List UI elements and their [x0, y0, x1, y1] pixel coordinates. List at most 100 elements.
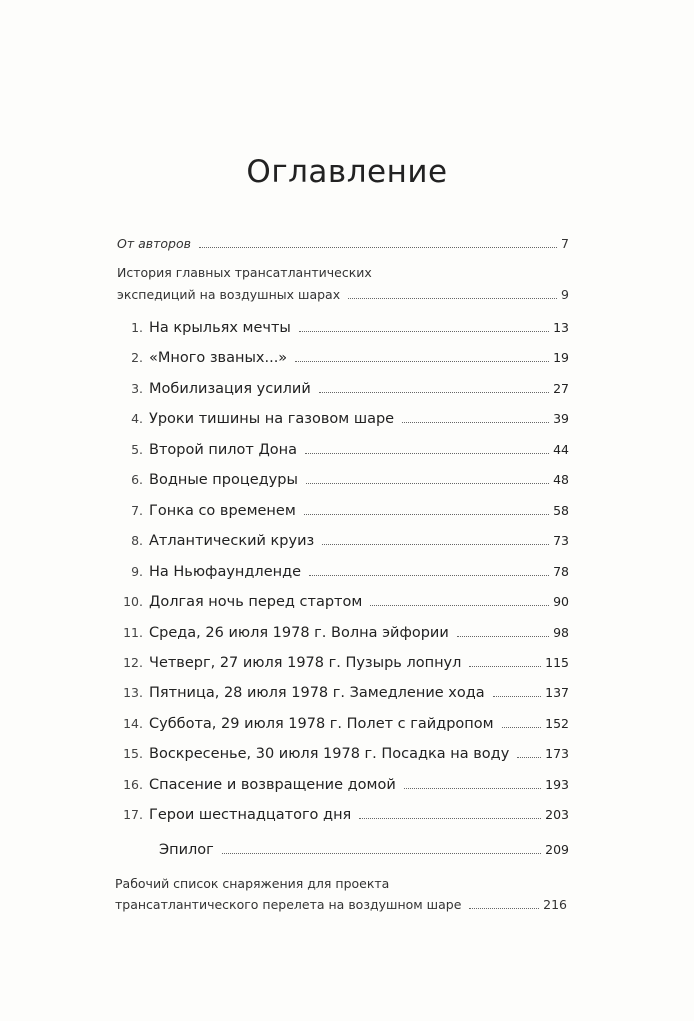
entry-title: Эпилог — [159, 842, 214, 858]
chapter-number: 13. — [123, 685, 143, 701]
toc-entry-chapter: 15. Воскресенье, 30 июля 1978 г. Посадка … — [117, 746, 569, 762]
toc-entry-chapter: 10. Долгая ночь перед стартом 90 — [117, 594, 569, 610]
entry-page: 216 — [543, 897, 567, 912]
toc-entry-chapter: 17. Герои шестнадцатого дня 203 — [117, 807, 569, 823]
entry-title: Долгая ночь перед стартом — [149, 594, 363, 611]
entry-title-line2: экспедиций на воздушных шарах — [117, 287, 341, 302]
toc-entry-chapter: 2. «Много званых...» 19 — [117, 350, 569, 366]
toc-entry-chapter: 8. Атлантический круиз 73 — [117, 533, 569, 549]
entry-title: Атлантический круиз — [149, 533, 315, 550]
entry-page: 58 — [553, 502, 569, 518]
entry-page: 173 — [545, 746, 569, 762]
chapter-number: 7. — [131, 502, 143, 518]
entry-title: Уроки тишины на газовом шаре — [149, 411, 395, 428]
entry-title: Второй пилот Дона — [149, 441, 298, 458]
chapter-number: 2. — [131, 350, 143, 366]
dot-leader — [348, 298, 558, 299]
chapter-number: 14. — [123, 715, 143, 731]
dot-leader — [469, 908, 540, 909]
dot-leader — [303, 513, 550, 515]
dot-leader — [359, 818, 542, 820]
entry-title-line2: трансатлантического перелета на воздушно… — [115, 897, 462, 912]
dot-leader — [295, 361, 550, 363]
dot-leader — [501, 726, 542, 728]
chapter-number: 10. — [123, 594, 143, 610]
dot-leader — [318, 391, 550, 393]
dot-leader — [322, 544, 550, 546]
entry-title: Воскресенье, 30 июля 1978 г. Посадка на … — [149, 746, 510, 763]
toc-entry-chapter: 14. Суббота, 29 июля 1978 г. Полет с гайд… — [117, 716, 569, 732]
chapter-number: 17. — [123, 807, 143, 823]
dot-leader — [517, 757, 542, 759]
entry-title-line1: История главных трансатлантических — [117, 265, 372, 280]
entry-page: 137 — [545, 685, 569, 701]
entry-page: 9 — [561, 287, 569, 302]
dot-leader — [469, 665, 542, 667]
chapter-number: 15. — [123, 746, 143, 762]
toc-entry-chapter: 3. Мобилизация усилий 27 — [117, 381, 569, 397]
dot-leader — [298, 331, 550, 332]
toc-entry-chapter: 7. Гонка со временем 58 — [117, 503, 569, 519]
entry-page: 90 — [553, 594, 569, 610]
toc-entry-chapter: 16. Спасение и возвращение домой 193 — [117, 777, 569, 793]
dot-leader — [402, 422, 550, 424]
entry-page: 44 — [553, 441, 569, 457]
toc-entry-chapter: 4. Уроки тишины на газовом шаре 39 — [117, 411, 569, 427]
entry-page: 98 — [553, 624, 569, 640]
entry-page: 39 — [553, 411, 569, 427]
entry-title-line1: Рабочий список снаряжения для проекта — [115, 876, 390, 891]
entry-page: 209 — [545, 842, 569, 857]
entry-title: Водные процедуры — [149, 472, 298, 489]
entry-title: Среда, 26 июля 1978 г. Волна эйфории — [149, 624, 449, 641]
entry-title: «Много званых...» — [149, 350, 288, 367]
entry-title: Герои шестнадцатого дня — [149, 807, 352, 824]
dot-leader — [456, 635, 550, 637]
toc-entry-chapter: 5. Второй пилот Дона 44 — [117, 442, 569, 458]
dot-leader — [305, 483, 550, 485]
entry-title: На Ньюфаундленде — [149, 563, 302, 580]
toc-entry-chapter: 11. Среда, 26 июля 1978 г. Волна эйфории 9… — [117, 625, 569, 641]
dot-leader — [309, 574, 550, 576]
entry-page: 78 — [553, 563, 569, 579]
chapter-number: 12. — [123, 654, 143, 670]
chapter-number: 5. — [131, 441, 143, 457]
chapter-number: 9. — [131, 563, 143, 579]
dot-leader — [221, 853, 542, 854]
dot-leader — [199, 247, 558, 248]
entry-title: Спасение и возвращение домой — [149, 776, 396, 793]
entry-title: Четверг, 27 июля 1978 г. Пузырь лопнул — [149, 654, 462, 671]
entry-page: 48 — [553, 472, 569, 488]
toc-entry-chapter: 1. На крыльях мечты 13 — [117, 320, 569, 336]
entry-page: 27 — [553, 380, 569, 396]
entry-title: Мобилизация усилий — [149, 380, 311, 397]
toc-entry-epilogue: Эпилог 209 — [117, 842, 569, 858]
chapter-number: 1. — [131, 320, 143, 335]
chapter-number: 8. — [131, 533, 143, 549]
entry-title: Суббота, 29 июля 1978 г. Полет с гайдроп… — [149, 715, 494, 732]
entry-page: 7 — [561, 236, 569, 251]
toc-entry-chapter: 12. Четверг, 27 июля 1978 г. Пузырь лопну… — [117, 655, 569, 671]
entry-title: Пятница, 28 июля 1978 г. Замедление хода — [149, 685, 485, 702]
entry-page: 193 — [545, 776, 569, 792]
toc-entry-authors: От авторов 7 — [117, 236, 569, 251]
entry-page: 13 — [553, 320, 569, 335]
chapter-number: 6. — [131, 472, 143, 488]
entry-page: 152 — [545, 715, 569, 731]
entry-title: На крыльях мечты — [149, 320, 291, 336]
toc-entry-chapter: 9. На Ньюфаундленде 78 — [117, 564, 569, 580]
entry-page: 115 — [545, 654, 569, 670]
entry-page: 19 — [553, 350, 569, 366]
toc-entry-chapter: 13. Пятница, 28 июля 1978 г. Замедление х… — [117, 685, 569, 701]
chapter-number: 4. — [131, 411, 143, 427]
entry-page: 203 — [545, 807, 569, 823]
entry-title: От авторов — [117, 236, 191, 251]
chapter-number: 3. — [131, 380, 143, 396]
page-title: Оглавление — [246, 153, 448, 190]
toc-entry-chapter: 6. Водные процедуры 48 — [117, 472, 569, 488]
dot-leader — [403, 787, 542, 789]
dot-leader — [370, 605, 550, 607]
entry-page: 73 — [553, 533, 569, 549]
entry-title: Гонка со временем — [149, 502, 296, 519]
dot-leader — [305, 452, 550, 454]
chapter-number: 16. — [123, 776, 143, 792]
